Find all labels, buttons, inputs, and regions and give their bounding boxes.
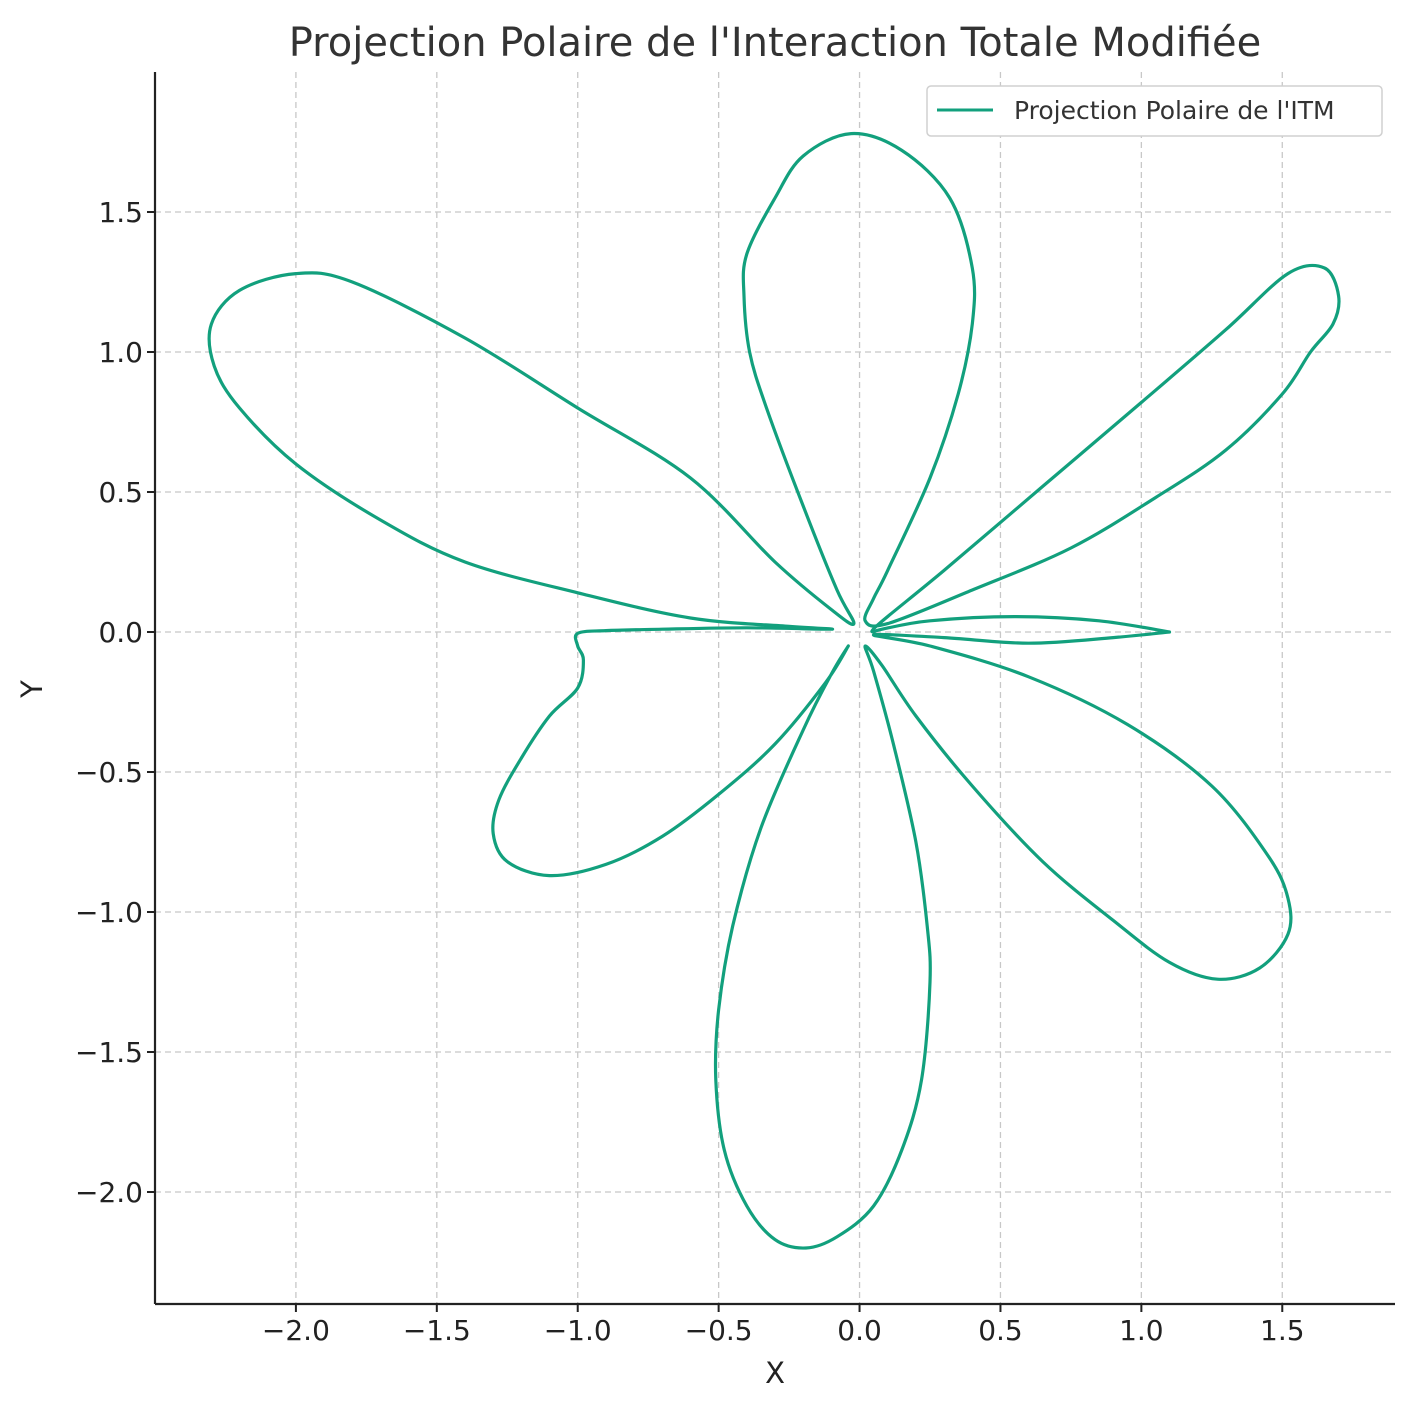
legend: Projection Polaire de l'ITM [926,85,1383,137]
x-tick-label: 1.0 [1119,1314,1164,1347]
chart-title: Projection Polaire de l'Interaction Tota… [289,20,1262,66]
x-tick-label: −1.5 [403,1314,471,1347]
x-tick-label: −2.0 [262,1314,330,1347]
x-gridlines [295,72,1283,1304]
y-gridlines [155,211,1395,1193]
x-tick-label: −1.0 [544,1314,612,1347]
x-ticks: −2.0 −1.5 −1.0 −0.5 0.0 0.5 1.0 1.5 [262,1304,1305,1347]
y-tick-label: 0.5 [98,476,143,509]
y-tick-label: −1.5 [75,1036,143,1069]
x-tick-label: 1.5 [1260,1314,1305,1347]
x-axis-label: X [765,1356,785,1390]
series-layer [207,131,1341,1250]
legend-box [926,85,1383,137]
y-axis-label: Y [15,680,49,699]
y-tick-label: −1.0 [75,896,143,929]
x-tick-label: 0.0 [837,1314,882,1347]
y-ticks: −2.0 −1.5 −1.0 −0.5 0.0 0.5 1.0 1.5 [75,196,155,1209]
y-tick-label: −0.5 [75,756,143,789]
x-tick-label: 0.5 [978,1314,1023,1347]
series-line-0 [207,131,1341,1250]
x-tick-label: −0.5 [685,1314,753,1347]
y-tick-label: 0.0 [98,616,143,649]
legend-label: Projection Polaire de l'ITM [1014,96,1335,125]
y-tick-label: −2.0 [75,1176,143,1209]
y-tick-label: 1.5 [98,196,143,229]
y-tick-label: 1.0 [98,336,143,369]
